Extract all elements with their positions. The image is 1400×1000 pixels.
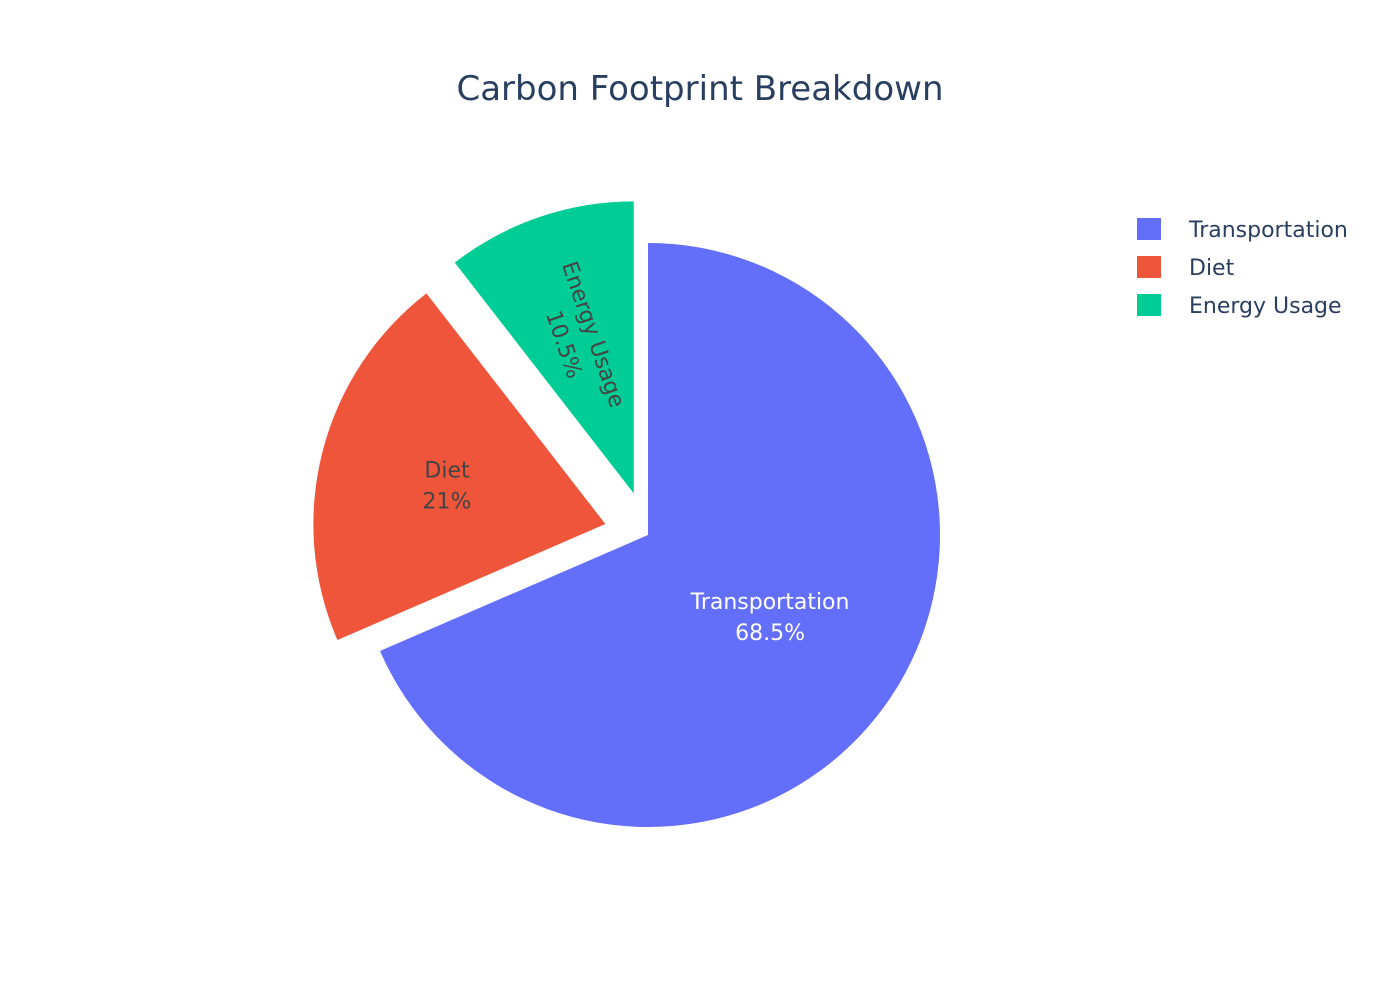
legend-swatch xyxy=(1137,256,1161,278)
pie-slice-transportation[interactable] xyxy=(380,243,941,827)
slice-percent-label: 21% xyxy=(423,489,472,514)
legend[interactable]: Transportation Diet Energy Usage xyxy=(1137,218,1348,319)
slice-name-label: Diet xyxy=(424,458,470,483)
legend-label: Transportation xyxy=(1188,218,1348,243)
legend-item-energy-usage[interactable]: Energy Usage xyxy=(1137,294,1342,319)
pie-slice-label-transportation: Transportation 68.5% xyxy=(690,590,850,646)
pie-slices xyxy=(313,201,941,827)
legend-label: Diet xyxy=(1189,256,1235,281)
slice-percent-label: 68.5% xyxy=(735,621,805,646)
pie-slice-label-diet: Diet 21% xyxy=(423,458,472,514)
pie-slice-diet[interactable] xyxy=(313,293,606,641)
pie-slice-energy-usage[interactable] xyxy=(454,201,634,494)
legend-label: Energy Usage xyxy=(1189,294,1342,319)
legend-item-transportation[interactable]: Transportation xyxy=(1137,218,1348,243)
chart-title: Carbon Footprint Breakdown xyxy=(456,69,943,109)
legend-swatch xyxy=(1137,218,1161,240)
legend-swatch xyxy=(1137,294,1161,316)
slice-name-label: Transportation xyxy=(690,590,850,615)
legend-item-diet[interactable]: Diet xyxy=(1137,256,1235,281)
